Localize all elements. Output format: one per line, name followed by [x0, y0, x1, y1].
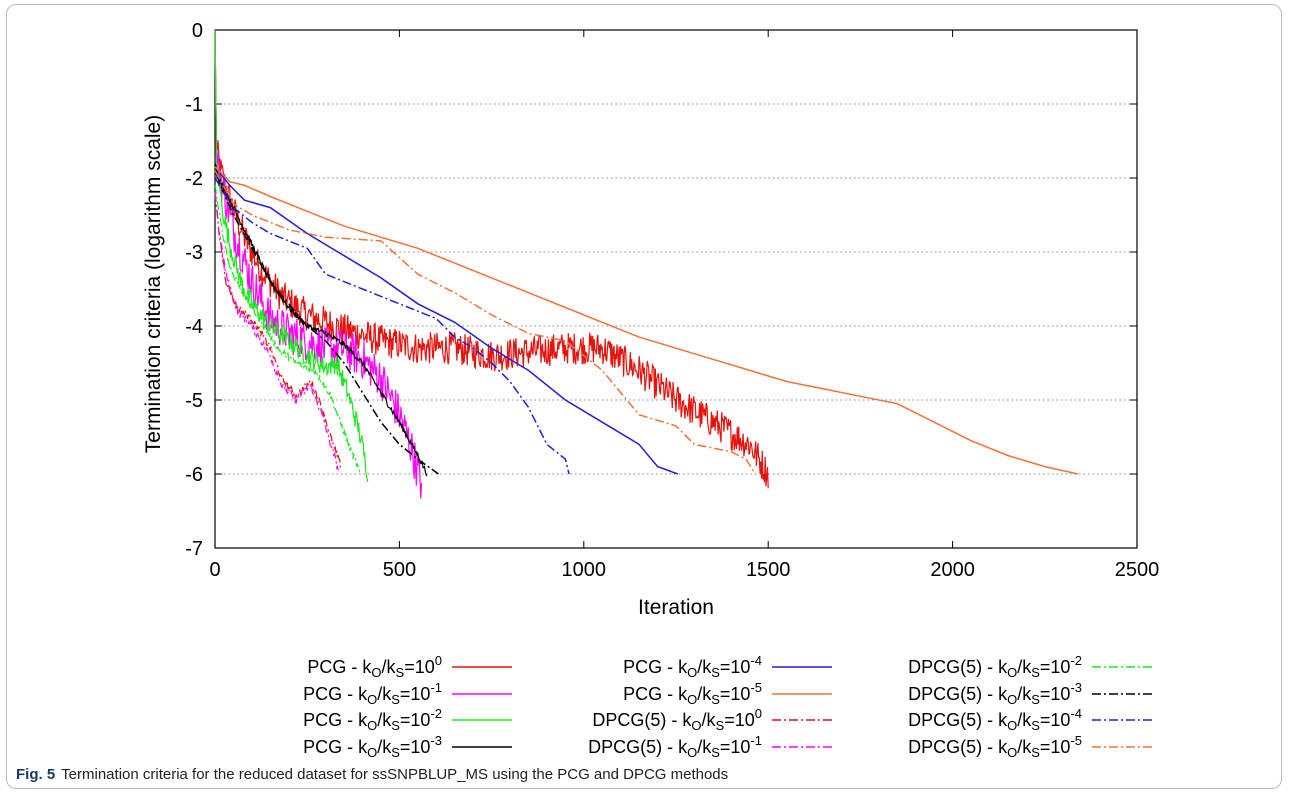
x-tick-label-1: 500	[383, 559, 416, 581]
x-tick-label-3: 1500	[746, 559, 791, 581]
x-tick-label-4: 2000	[930, 559, 975, 581]
series-line-0	[214, 29, 769, 489]
series-line-2	[214, 29, 369, 482]
y-tick-label-3: -3	[185, 242, 203, 264]
x-axis-label: Iteration	[638, 596, 714, 619]
legend-label-7: DPCG(5) - kO/kS=10-1	[588, 733, 762, 760]
x-tick-label-2: 1000	[562, 559, 607, 581]
y-tick-label-0: 0	[192, 20, 203, 42]
legend-label-9: DPCG(5) - kO/kS=10-3	[908, 680, 1082, 707]
y-tick-label-2: -2	[185, 168, 203, 190]
legend-label-10: DPCG(5) - kO/kS=10-4	[908, 706, 1082, 733]
y-axis-label: Termination criteria (logarithm scale)	[142, 115, 165, 453]
series-line-8	[214, 185, 361, 473]
y-axis-ticks: 0 -1 -2 -3 -4 -5 -6 -7	[185, 20, 1137, 560]
legend-label-0: PCG - kO/kS=100	[307, 653, 442, 680]
series-lines	[214, 29, 1079, 499]
series-line-3	[214, 162, 428, 477]
x-tick-label-5: 2500	[1115, 559, 1160, 581]
figure-caption: Fig. 5 Termination criteria for the reduc…	[16, 766, 728, 783]
y-tick-label-7: -7	[185, 538, 203, 560]
legend-label-4: PCG - kO/kS=10-4	[623, 653, 762, 680]
x-tick-label-0: 0	[209, 559, 220, 581]
series-line-4	[214, 166, 679, 475]
y-tick-label-1: -1	[185, 94, 203, 116]
plot-area	[214, 29, 1138, 549]
caption-text: Termination criteria for the reduced dat…	[61, 766, 729, 783]
y-tick-label-4: -4	[185, 316, 203, 338]
legend-label-5: PCG - kO/kS=10-5	[623, 680, 762, 707]
series-line-7	[214, 192, 339, 471]
line-chart: 0 -1 -2 -3 -4 -5 -6 -7 0 500 1000 1500 2000 2500 Ite…	[142, 20, 1159, 760]
figure-label: Fig. 5	[16, 766, 56, 783]
y-tick-label-6: -6	[185, 464, 203, 486]
legend-label-1: PCG - kO/kS=10-1	[303, 680, 442, 707]
series-line-10	[214, 177, 570, 475]
x-axis-ticks: 0 500 1000 1500 2000 2500	[209, 30, 1159, 581]
series-line-9	[214, 170, 439, 475]
legend-label-3: PCG - kO/kS=10-3	[303, 733, 442, 760]
legend-label-8: DPCG(5) - kO/kS=10-2	[908, 653, 1082, 680]
legend-label-6: DPCG(5) - kO/kS=100	[592, 706, 762, 733]
legend-label-11: DPCG(5) - kO/kS=10-5	[908, 733, 1082, 760]
series-line-11	[214, 170, 756, 475]
series-line-6	[214, 192, 343, 470]
figure-frame	[6, 4, 1282, 789]
y-tick-label-5: -5	[185, 390, 203, 412]
legend-label-2: PCG - kO/kS=10-2	[303, 706, 442, 733]
gridlines	[215, 103, 1137, 475]
series-line-5	[214, 166, 1079, 475]
